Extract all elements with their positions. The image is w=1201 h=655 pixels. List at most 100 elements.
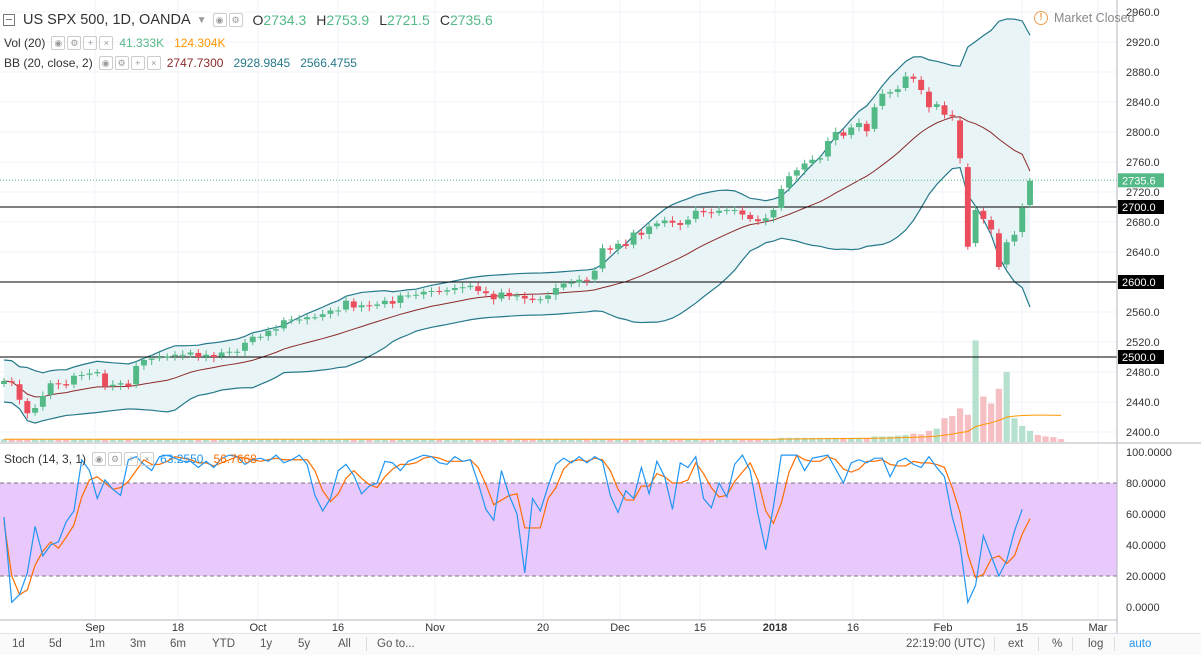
- candle-body: [700, 210, 707, 213]
- chevron-down-icon[interactable]: ▼: [196, 14, 207, 26]
- range-5y[interactable]: 5y: [298, 638, 311, 650]
- volume-bar: [164, 439, 171, 442]
- stoch-legend-buttons[interactable]: ◉ ⚙ + ×: [92, 452, 155, 466]
- bb-legend-buttons[interactable]: ◉ ⚙ + ×: [98, 56, 161, 70]
- volume-bar: [31, 439, 39, 442]
- volume-bar: [94, 439, 101, 442]
- volume-bar: [8, 439, 15, 442]
- time-tick-label: Mar: [1089, 622, 1108, 634]
- candle-body: [397, 295, 404, 303]
- stoch-name[interactable]: Stoch (14, 3, 1): [4, 452, 87, 466]
- price-tick-label: 2720.0: [1126, 187, 1160, 199]
- range-6m[interactable]: 6m: [170, 638, 186, 650]
- volume-bar: [63, 439, 70, 442]
- symbol-title[interactable]: US SPX 500, 1D, OANDA: [23, 12, 191, 28]
- gear-icon[interactable]: ⚙: [67, 36, 82, 50]
- market-status[interactable]: ! Market Closed: [1034, 11, 1135, 25]
- range-all[interactable]: All: [338, 638, 351, 650]
- price-line-label-bg: [1118, 200, 1164, 214]
- volume-bar: [552, 439, 559, 442]
- volume-bar: [692, 439, 699, 442]
- range-1y[interactable]: 1y: [260, 638, 273, 650]
- gear-icon[interactable]: ⚙: [114, 56, 129, 70]
- plus-icon[interactable]: +: [83, 36, 98, 50]
- candle-body: [817, 158, 824, 160]
- volume-bar: [1026, 430, 1034, 442]
- volume-bar: [125, 439, 132, 442]
- candle-body: [809, 159, 816, 164]
- volume-bar: [195, 439, 202, 442]
- volume-bar: [257, 439, 264, 442]
- candle-body: [576, 279, 583, 283]
- toggle-ext[interactable]: ext: [1008, 638, 1024, 650]
- close-icon[interactable]: ×: [99, 36, 114, 50]
- stoch-band: [0, 483, 1117, 576]
- collapse-icon[interactable]: [3, 14, 15, 26]
- close-icon[interactable]: ×: [140, 452, 155, 466]
- volume-bar: [731, 439, 738, 442]
- price-tick-label: 2960.0: [1126, 7, 1160, 19]
- toggle-log[interactable]: log: [1088, 638, 1104, 650]
- candle-body: [39, 396, 46, 407]
- range-5d[interactable]: 5d: [49, 638, 62, 650]
- volume-legend-buttons[interactable]: ◉ ⚙ + ×: [51, 36, 114, 50]
- candle-body: [615, 243, 621, 250]
- range-3m[interactable]: 3m: [130, 638, 146, 650]
- volume-bar: [39, 439, 46, 442]
- plus-icon[interactable]: +: [124, 452, 139, 466]
- volume-bar: [964, 414, 971, 442]
- candle-body: [296, 319, 303, 321]
- candle-body: [109, 384, 116, 387]
- eye-icon[interactable]: ◉: [92, 452, 107, 466]
- volume-bar: [506, 439, 513, 442]
- candle-body: [47, 383, 54, 395]
- time-tick-label: 16: [332, 622, 344, 634]
- volume-bar: [288, 439, 295, 442]
- candle-body: [591, 270, 598, 280]
- candle-body: [995, 233, 1002, 267]
- range-1m[interactable]: 1m: [89, 638, 105, 650]
- eye-icon[interactable]: ◉: [212, 13, 227, 27]
- bb-name[interactable]: BB (20, close, 2): [4, 56, 93, 70]
- legend-buttons[interactable]: ◉ ⚙: [212, 13, 243, 27]
- volume-bar: [187, 439, 194, 442]
- range-ytd[interactable]: YTD: [212, 638, 235, 650]
- volume-bar: [443, 439, 451, 442]
- candle-body: [739, 210, 746, 215]
- volume-bar: [918, 434, 925, 442]
- volume-bar: [871, 436, 878, 442]
- volume-bar: [420, 439, 427, 442]
- time-tick-label: 20: [537, 622, 549, 634]
- candle-body: [374, 304, 381, 306]
- volume-bar: [101, 439, 109, 442]
- gear-icon[interactable]: ⚙: [228, 13, 243, 27]
- volume-bar: [373, 439, 381, 442]
- plus-icon[interactable]: +: [130, 56, 145, 70]
- candle-body: [273, 329, 279, 331]
- goto-button[interactable]: Go to...: [377, 638, 415, 650]
- candle-body: [436, 291, 443, 293]
- stoch-tick-label: 40.0000: [1126, 540, 1166, 552]
- range-1d[interactable]: 1d: [12, 638, 25, 650]
- volume-bar: [646, 439, 653, 442]
- volume-name[interactable]: Vol (20): [4, 36, 46, 50]
- time-tick-label: Nov: [425, 622, 445, 634]
- candle-body: [933, 104, 940, 107]
- volume-bar: [544, 439, 552, 442]
- candle-body: [848, 127, 855, 135]
- volume-bar: [78, 439, 85, 442]
- volume-bar: [1042, 436, 1049, 442]
- candle-body: [1003, 242, 1010, 265]
- eye-icon[interactable]: ◉: [98, 56, 113, 70]
- gear-icon[interactable]: ⚙: [108, 452, 123, 466]
- stoch-tick-label: 20.0000: [1126, 571, 1166, 583]
- candle-body: [879, 93, 886, 106]
- close-icon[interactable]: ×: [146, 56, 161, 70]
- candle-body: [630, 232, 637, 245]
- volume-bar: [848, 437, 855, 442]
- candle-body: [685, 219, 691, 225]
- toggle-percent[interactable]: %: [1052, 638, 1063, 650]
- eye-icon[interactable]: ◉: [51, 36, 66, 50]
- toggle-auto[interactable]: auto: [1129, 638, 1152, 650]
- candle-body: [677, 222, 684, 225]
